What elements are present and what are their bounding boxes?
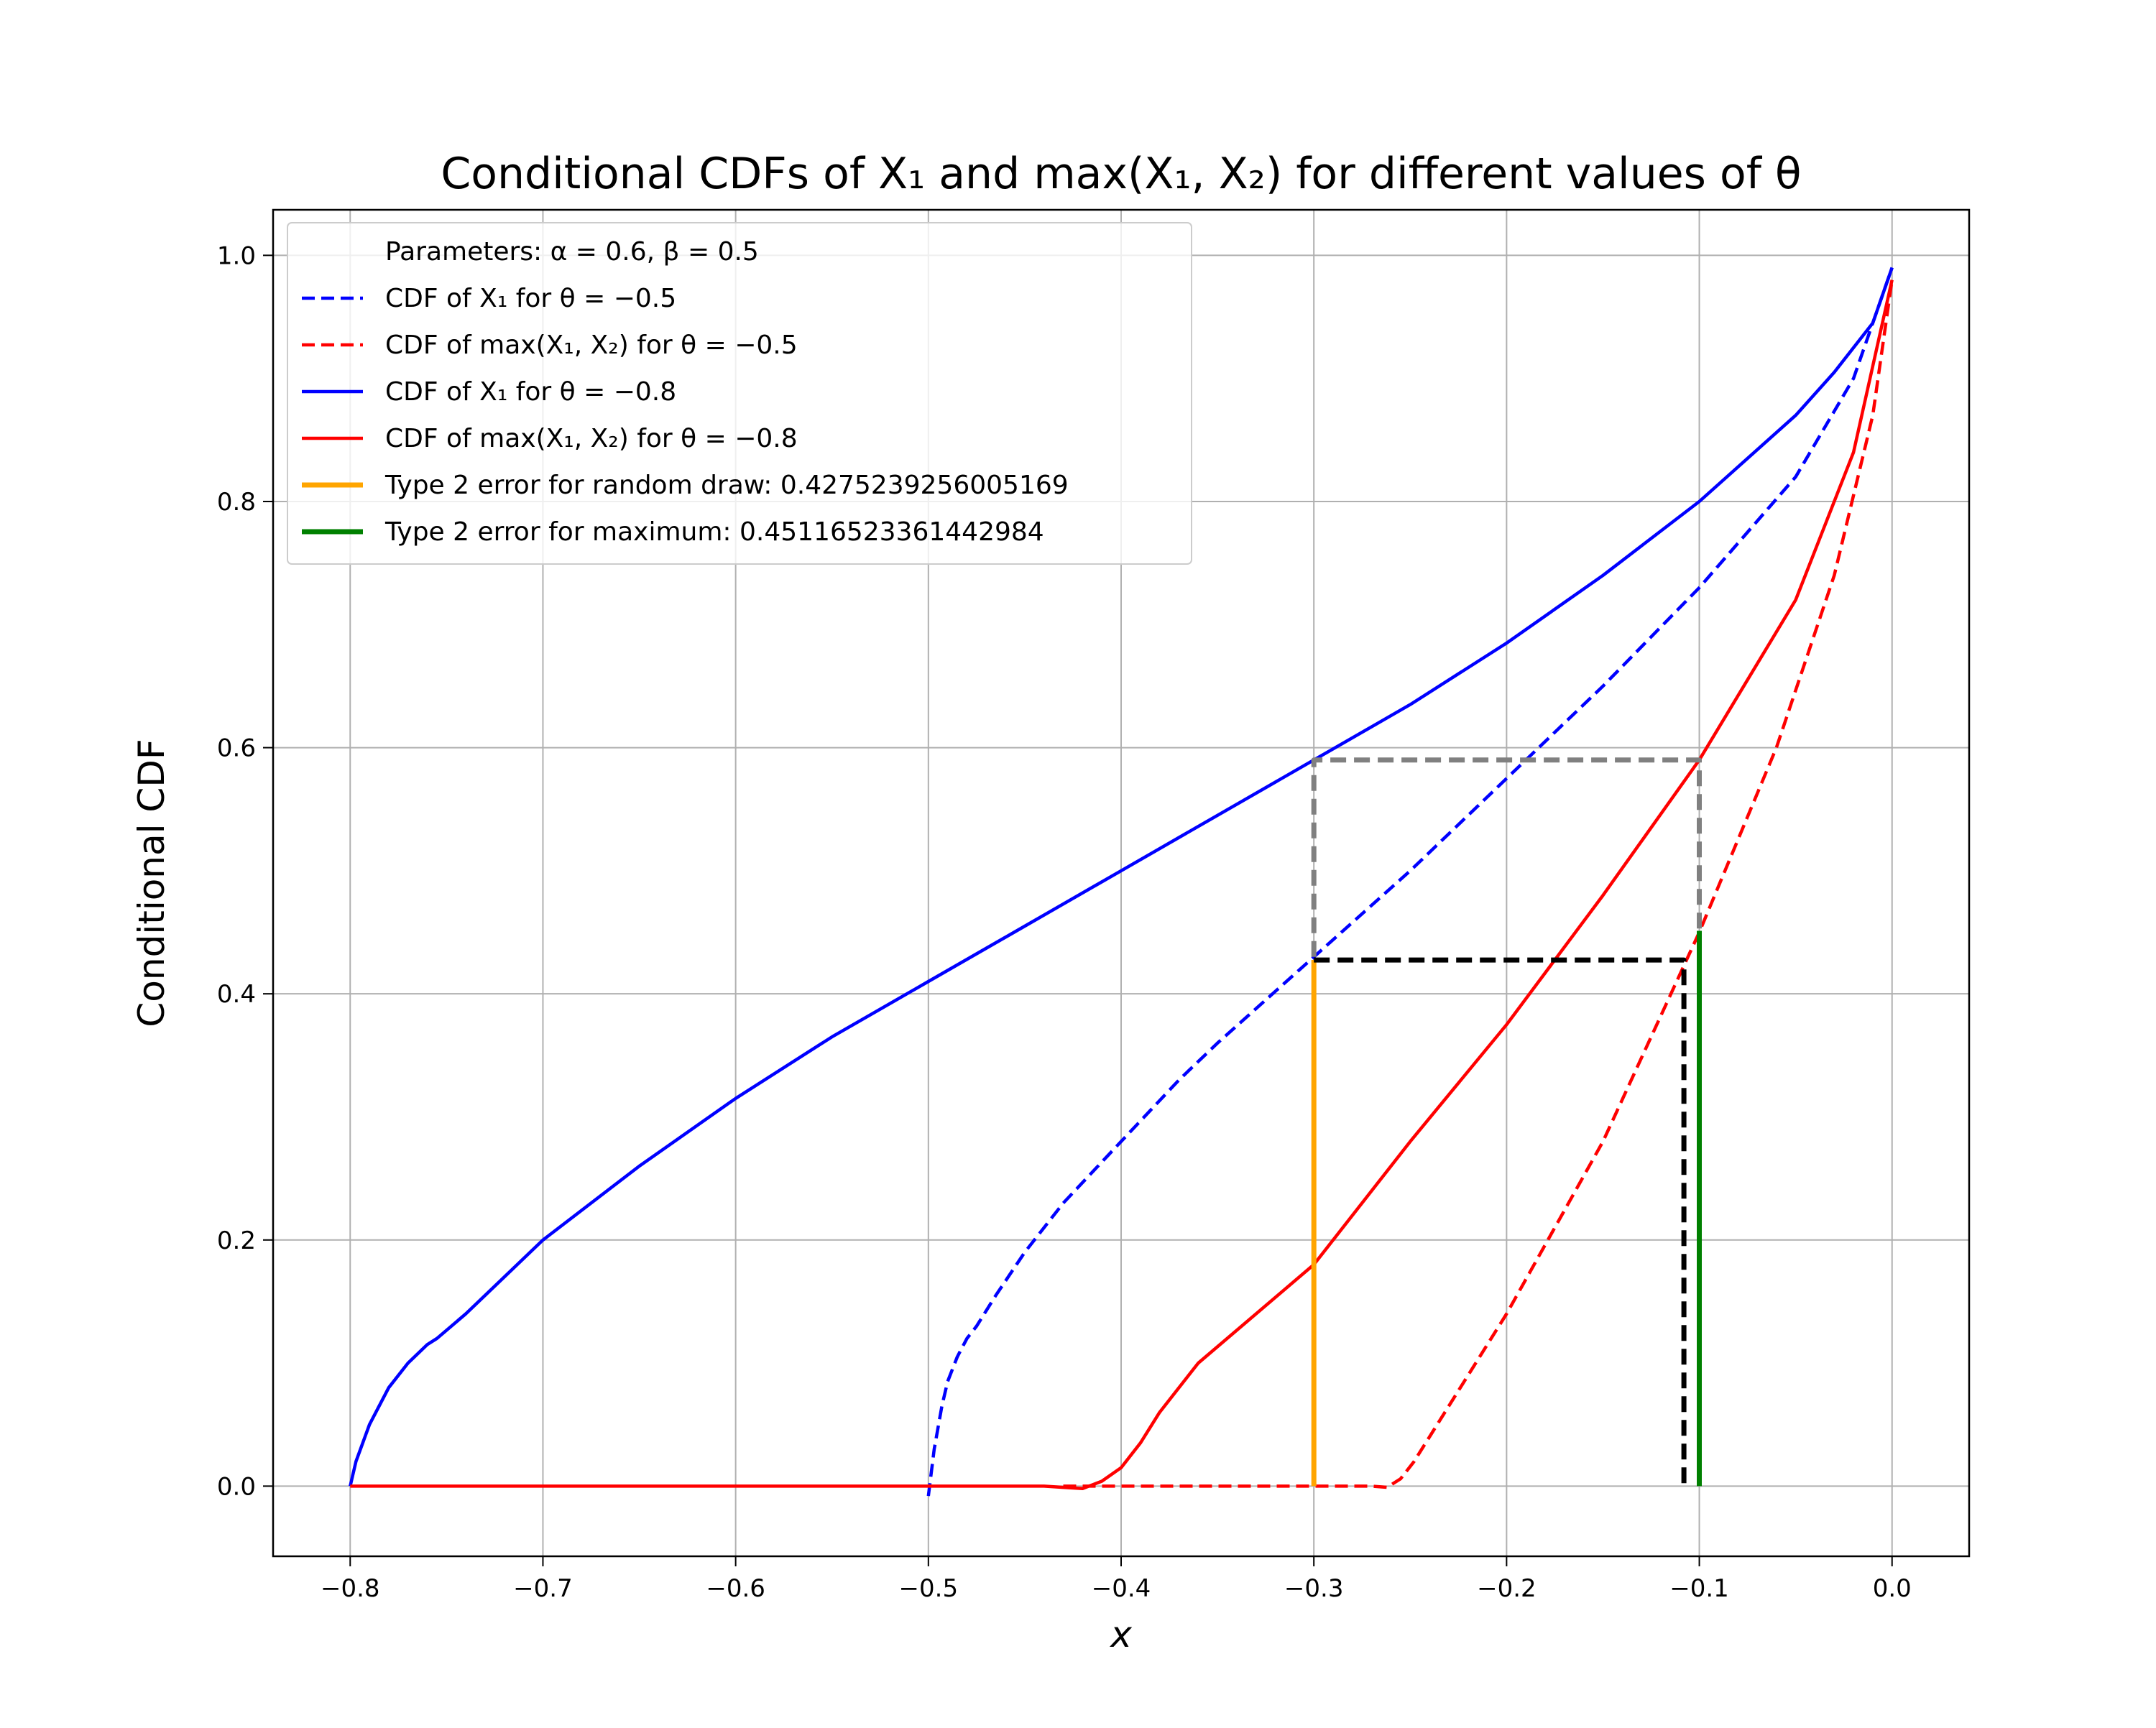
x-tick-label: −0.2 [1477,1574,1537,1603]
plot-area [349,267,1894,1497]
x-tick-label: −0.1 [1669,1574,1729,1603]
y-tick-label: 0.6 [217,734,256,763]
x-tick-label: 0.0 [1873,1574,1912,1603]
x-axis-label: x [1109,1614,1132,1655]
legend: Parameters: α = 0.6, β = 0.5 CDF of X₁ f… [287,222,1192,565]
legend-label: CDF of max(X₁, X₂) for θ = −0.8 [385,424,798,453]
y-tick-label: 0.4 [217,980,256,1009]
series-line-1 [1063,279,1894,1489]
series-line-6 [1311,757,1702,957]
x-tick-label: −0.4 [1092,1574,1151,1603]
y-axis-label: Conditional CDF [131,739,172,1027]
legend-label: CDF of max(X₁, X₂) for θ = −0.5 [385,331,798,360]
legend-box [287,222,1192,565]
series-line-2 [349,267,1894,1487]
y-tick-label: 0.2 [217,1226,256,1255]
x-tick-label: −0.3 [1284,1574,1344,1603]
legend-label: Type 2 error for random draw: 0.42752392… [384,471,1069,500]
axis-ticks: −0.8 −0.7 −0.6 −0.5 −0.4 −0.3 −0.2 −0.1 0.0 0.0 0.… [217,241,1912,1603]
legend-label: CDF of X₁ for θ = −0.5 [385,284,676,313]
x-tick-label: −0.7 [513,1574,573,1603]
y-tick-label: 0.8 [217,488,256,517]
x-tick-label: −0.8 [321,1574,380,1603]
legend-label: CDF of X₁ for θ = −0.8 [385,377,676,407]
y-tick-label: 1.0 [217,241,256,270]
legend-label: Type 2 error for maximum: 0.451165233614… [384,517,1044,547]
series-line-0 [926,267,1894,1497]
legend-header: Parameters: α = 0.6, β = 0.5 [385,237,759,267]
x-tick-label: −0.5 [899,1574,959,1603]
series-line-3 [350,279,1894,1491]
y-tick-label: 0.0 [217,1472,256,1501]
chart-title: Conditional CDFs of X₁ and max(X₁, X₂) f… [441,149,1801,199]
x-tick-label: −0.6 [706,1574,765,1603]
series-line-7 [1314,957,1687,1487]
